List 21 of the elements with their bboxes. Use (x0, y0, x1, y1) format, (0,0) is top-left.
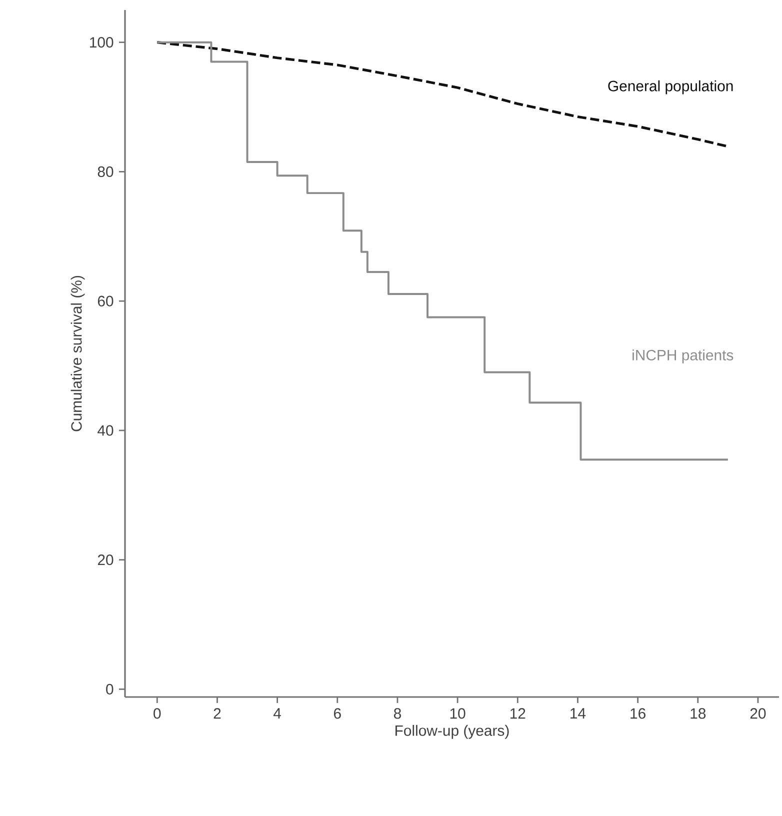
x-tick-label: 18 (690, 708, 706, 719)
x-tick-label: 16 (630, 708, 646, 719)
y-tick-label: 60 (98, 296, 114, 306)
x-tick-label: 12 (510, 708, 526, 719)
y-tick-label: 100 (90, 37, 114, 48)
y-tick-label: 80 (98, 166, 114, 177)
x-tick-label: 8 (394, 708, 401, 719)
x-tick-label: 0 (154, 708, 161, 719)
series-label: General population (608, 80, 733, 94)
x-tick-label: 20 (750, 708, 766, 719)
x-axis-title: Follow-up (years) (396, 724, 509, 739)
y-axis-title: Cumulative survival (%) (70, 276, 85, 432)
x-tick-label: 2 (214, 708, 221, 719)
y-tick-label: 20 (98, 554, 114, 566)
x-tick-label: 14 (570, 708, 586, 718)
x-tick-label: 10 (450, 708, 466, 719)
x-tick-label: 6 (334, 708, 341, 719)
text: iNCPH patients (632, 349, 734, 364)
y-tick-label: 0 (106, 684, 114, 695)
y-tick-label: 40 (98, 425, 114, 436)
x-tick-label: 4 (274, 708, 282, 718)
